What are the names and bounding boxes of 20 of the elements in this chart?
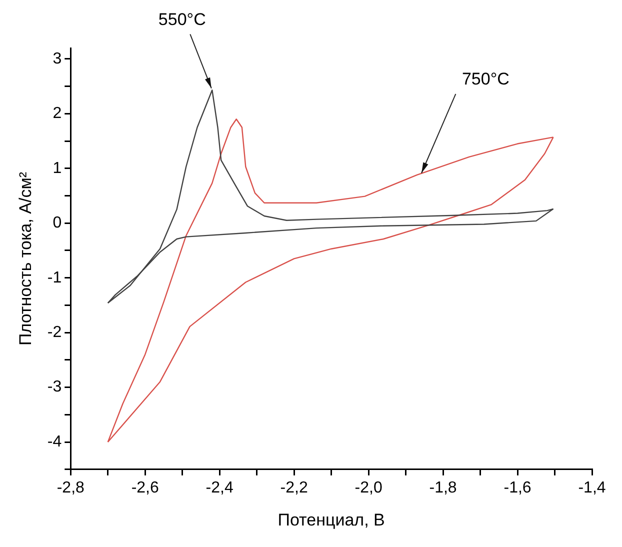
y-tick-label: -1 (47, 269, 62, 286)
y-tick-label: -3 (47, 378, 62, 396)
y-tick-label: -2 (47, 324, 62, 341)
x-tick-label: -2,8 (56, 479, 85, 496)
annotation: 750°C (462, 70, 510, 89)
x-tick-label: -2,4 (206, 479, 234, 496)
y-tick-label: 2 (52, 105, 62, 122)
x-tick-label: -2,2 (280, 479, 308, 496)
x-axis-title: Потенциал, В (278, 510, 385, 530)
x-tick-label: -1,6 (504, 479, 532, 496)
x-tick-label: -1,4 (578, 479, 606, 496)
annotation: 550°C (158, 10, 206, 29)
y-axis-title: Плотность тока, А/см² (16, 172, 35, 346)
y-tick-label: 3 (52, 50, 62, 68)
y-tick-label: 0 (52, 214, 62, 232)
y-tick-label: -4 (47, 433, 62, 450)
y-tick-label: 1 (52, 160, 62, 177)
x-tick-label: -2,6 (131, 479, 159, 496)
x-tick-label: -2,0 (354, 479, 382, 496)
x-tick-label: -1,8 (429, 479, 457, 496)
